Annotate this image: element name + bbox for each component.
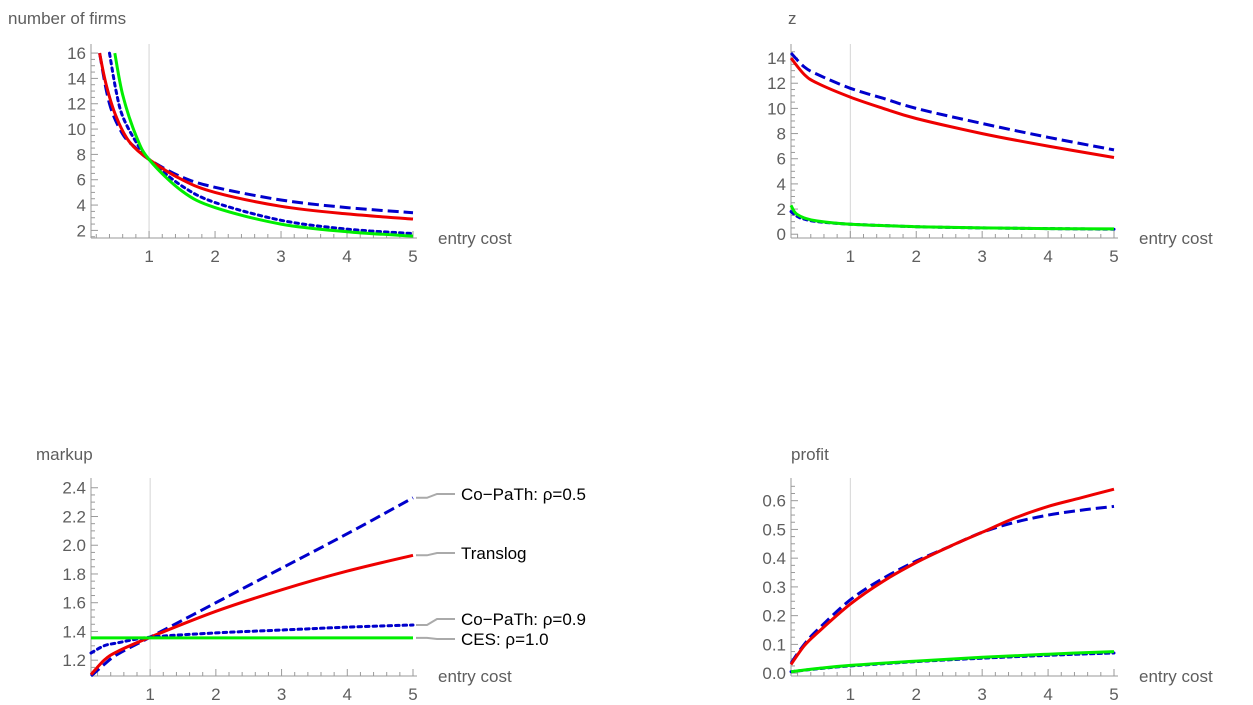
y-tick-label: 0.5 [762,520,786,539]
y-tick-label: 4 [777,175,786,194]
y-tick-label: 1.2 [62,651,86,670]
y-axis-title: z [788,9,797,28]
series-line-solid-red [98,52,414,221]
y-tick-label: 6 [777,150,786,169]
x-tick-label: 2 [211,685,220,704]
x-tick-label: 1 [846,247,855,266]
x-tick-label: 5 [1109,247,1118,266]
x-tick-label: 4 [1043,685,1052,704]
y-tick-label: 6 [77,171,86,190]
y-tick-label: 8 [77,145,86,164]
y-tick-label: 4 [77,196,86,215]
y-tick-label: 8 [777,125,786,144]
y-tick-label: 0.4 [762,549,786,568]
series-line-dotted-blue [108,51,415,236]
series-line-solid-green [790,650,1115,674]
x-tick-label: 1 [846,685,855,704]
x-tick-label: 2 [912,247,921,266]
y-tick-label: 14 [767,49,786,68]
legend-leader [416,493,455,499]
series-line-dashed-blue [90,496,414,678]
x-axis-title: entry cost [438,229,512,248]
series-legend-label: CES: ρ=1.0 [461,630,549,649]
y-tick-label: 1.4 [62,622,86,641]
series-legend-label: Translog [461,544,527,563]
y-tick-label: 0.2 [762,607,786,626]
y-tick-label: 12 [67,95,86,114]
y-tick-label: 10 [67,120,86,139]
series-line-solid-red [89,553,414,676]
series-legend-label: Co−PaTh: ρ=0.9 [461,610,586,629]
y-tick-label: 16 [67,44,86,63]
x-tick-label: 5 [408,247,417,266]
y-tick-label: 2.2 [62,507,86,526]
y-tick-label: 12 [767,74,786,93]
x-tick-label: 4 [1043,247,1052,266]
series-line-dotted-blue [789,651,1116,674]
x-tick-label: 5 [1109,685,1118,704]
x-tick-label: 3 [277,685,286,704]
x-tick-label: 2 [912,685,921,704]
series-line-dashed-blue [789,51,1115,152]
y-tick-label: 2 [77,221,86,240]
y-tick-label: 0.1 [762,635,786,654]
y-axis-title: number of firms [8,9,126,28]
y-tick-label: 2.4 [62,479,86,498]
legend-leader [416,552,455,557]
x-tick-label: 1 [144,247,153,266]
x-tick-label: 4 [342,247,351,266]
y-tick-label: 0.0 [762,664,786,683]
x-tick-label: 2 [210,247,219,266]
y-axis-title: profit [791,445,829,464]
y-tick-label: 1.6 [62,594,86,613]
panel-bottom-left: 1 2 3 4 5 1.2 1.4 1.6 1.8 2.0 2.2 2.4 markup entry co… [36,445,586,704]
y-tick-label: 0.3 [762,578,786,597]
x-axis-title: entry cost [1139,229,1213,248]
series-line-solid-red [789,57,1115,159]
y-tick-label: 0 [777,225,786,244]
series-line-dashed-blue [98,52,414,215]
x-tick-label: 5 [408,685,417,704]
y-tick-label: 10 [767,99,786,118]
y-axis-title: markup [36,445,93,464]
legend-leader [416,636,455,640]
series-line-dotted-blue [89,623,415,655]
series-legend-label: Co−PaTh: ρ=0.5 [461,485,586,504]
y-tick-label: 1.8 [62,565,86,584]
series-line-solid-green [789,204,1115,231]
x-tick-label: 3 [276,247,285,266]
x-axis-title: entry cost [1139,667,1213,686]
x-tick-label: 3 [977,685,986,704]
y-tick-label: 2 [777,200,786,219]
series-line-dashed-blue [789,504,1115,664]
y-tick-label: 0.6 [762,492,786,511]
x-tick-label: 1 [145,685,154,704]
series-line-solid-green [113,52,414,238]
x-tick-label: 4 [343,685,352,704]
y-tick-label: 2.0 [62,536,86,555]
panel-bottom-right: 1 2 3 4 5 0.0 0.1 0.2 0.3 0.4 0.5 0.6 profit entry co… [762,445,1213,704]
y-tick-label: 14 [67,69,86,88]
legend-leader [416,618,455,626]
x-tick-label: 3 [977,247,986,266]
series-line-solid-red [789,487,1115,666]
x-axis-title: entry cost [438,667,512,686]
